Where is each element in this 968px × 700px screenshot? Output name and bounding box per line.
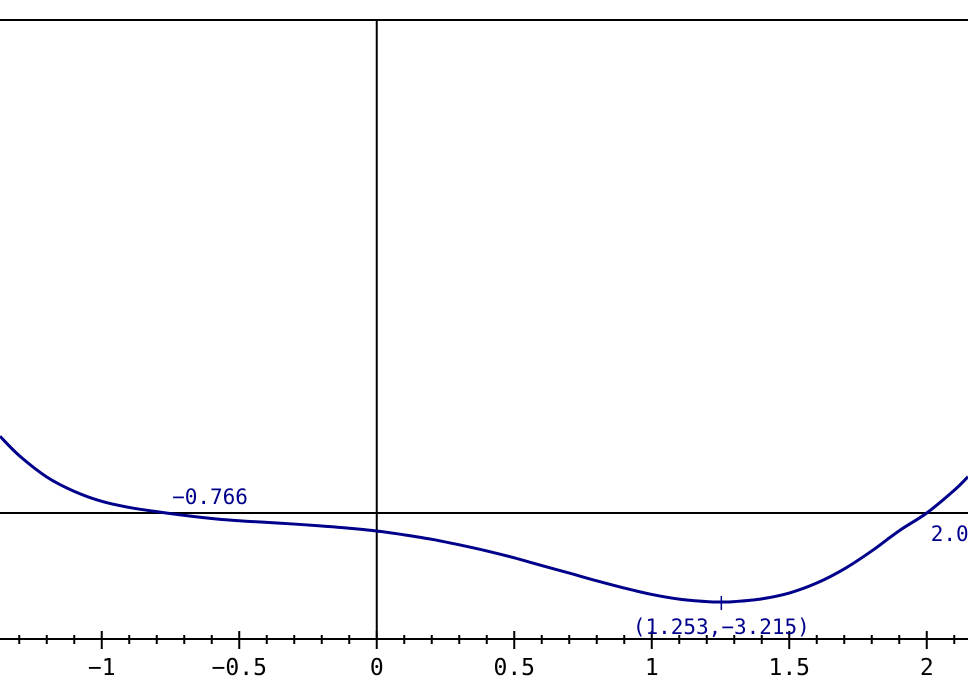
x-tick-label: 1 xyxy=(645,655,659,681)
x-axis-ticks: −1 −0.5 0 0.5 1 1.5 2 xyxy=(18,631,956,681)
axes xyxy=(0,20,968,640)
function-curve xyxy=(0,435,968,604)
x-tick-label: −1 xyxy=(88,655,116,681)
x-tick-label: 0.5 xyxy=(493,655,535,681)
annotation-label: −0.766 xyxy=(172,485,248,509)
x-tick-label: 2 xyxy=(920,655,934,681)
x-tick-label: 1.5 xyxy=(768,655,810,681)
annotation-label: (1.253,−3.215) xyxy=(633,615,810,639)
annotation-label: 2.0 xyxy=(931,522,968,546)
x-tick-label: −0.5 xyxy=(212,655,267,681)
annotations: −0.766 (1.253,−3.215) 2.0 xyxy=(172,485,968,639)
x-tick-label: 0 xyxy=(370,655,384,681)
curve-layer xyxy=(0,435,968,604)
